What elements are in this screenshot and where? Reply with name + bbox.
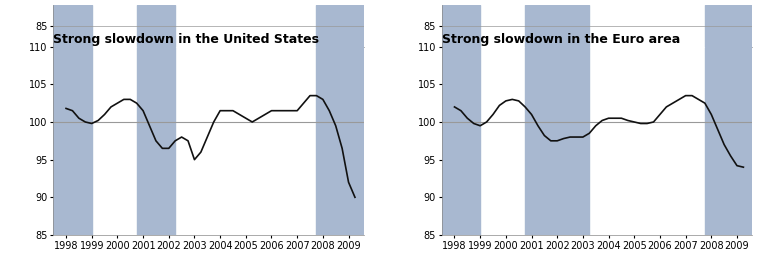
Bar	[442, 5, 480, 47]
Bar	[525, 47, 589, 235]
Bar	[137, 47, 176, 235]
Bar	[53, 47, 92, 235]
Bar	[53, 5, 92, 47]
Bar	[316, 5, 364, 47]
Bar	[525, 5, 589, 47]
Bar	[137, 5, 176, 47]
Bar	[705, 47, 752, 235]
Bar	[705, 5, 752, 47]
Text: Strong slowdown in the Euro area: Strong slowdown in the Euro area	[442, 33, 680, 45]
Bar	[442, 47, 480, 235]
Text: Strong slowdown in the United States: Strong slowdown in the United States	[53, 33, 319, 45]
Bar	[316, 47, 364, 235]
